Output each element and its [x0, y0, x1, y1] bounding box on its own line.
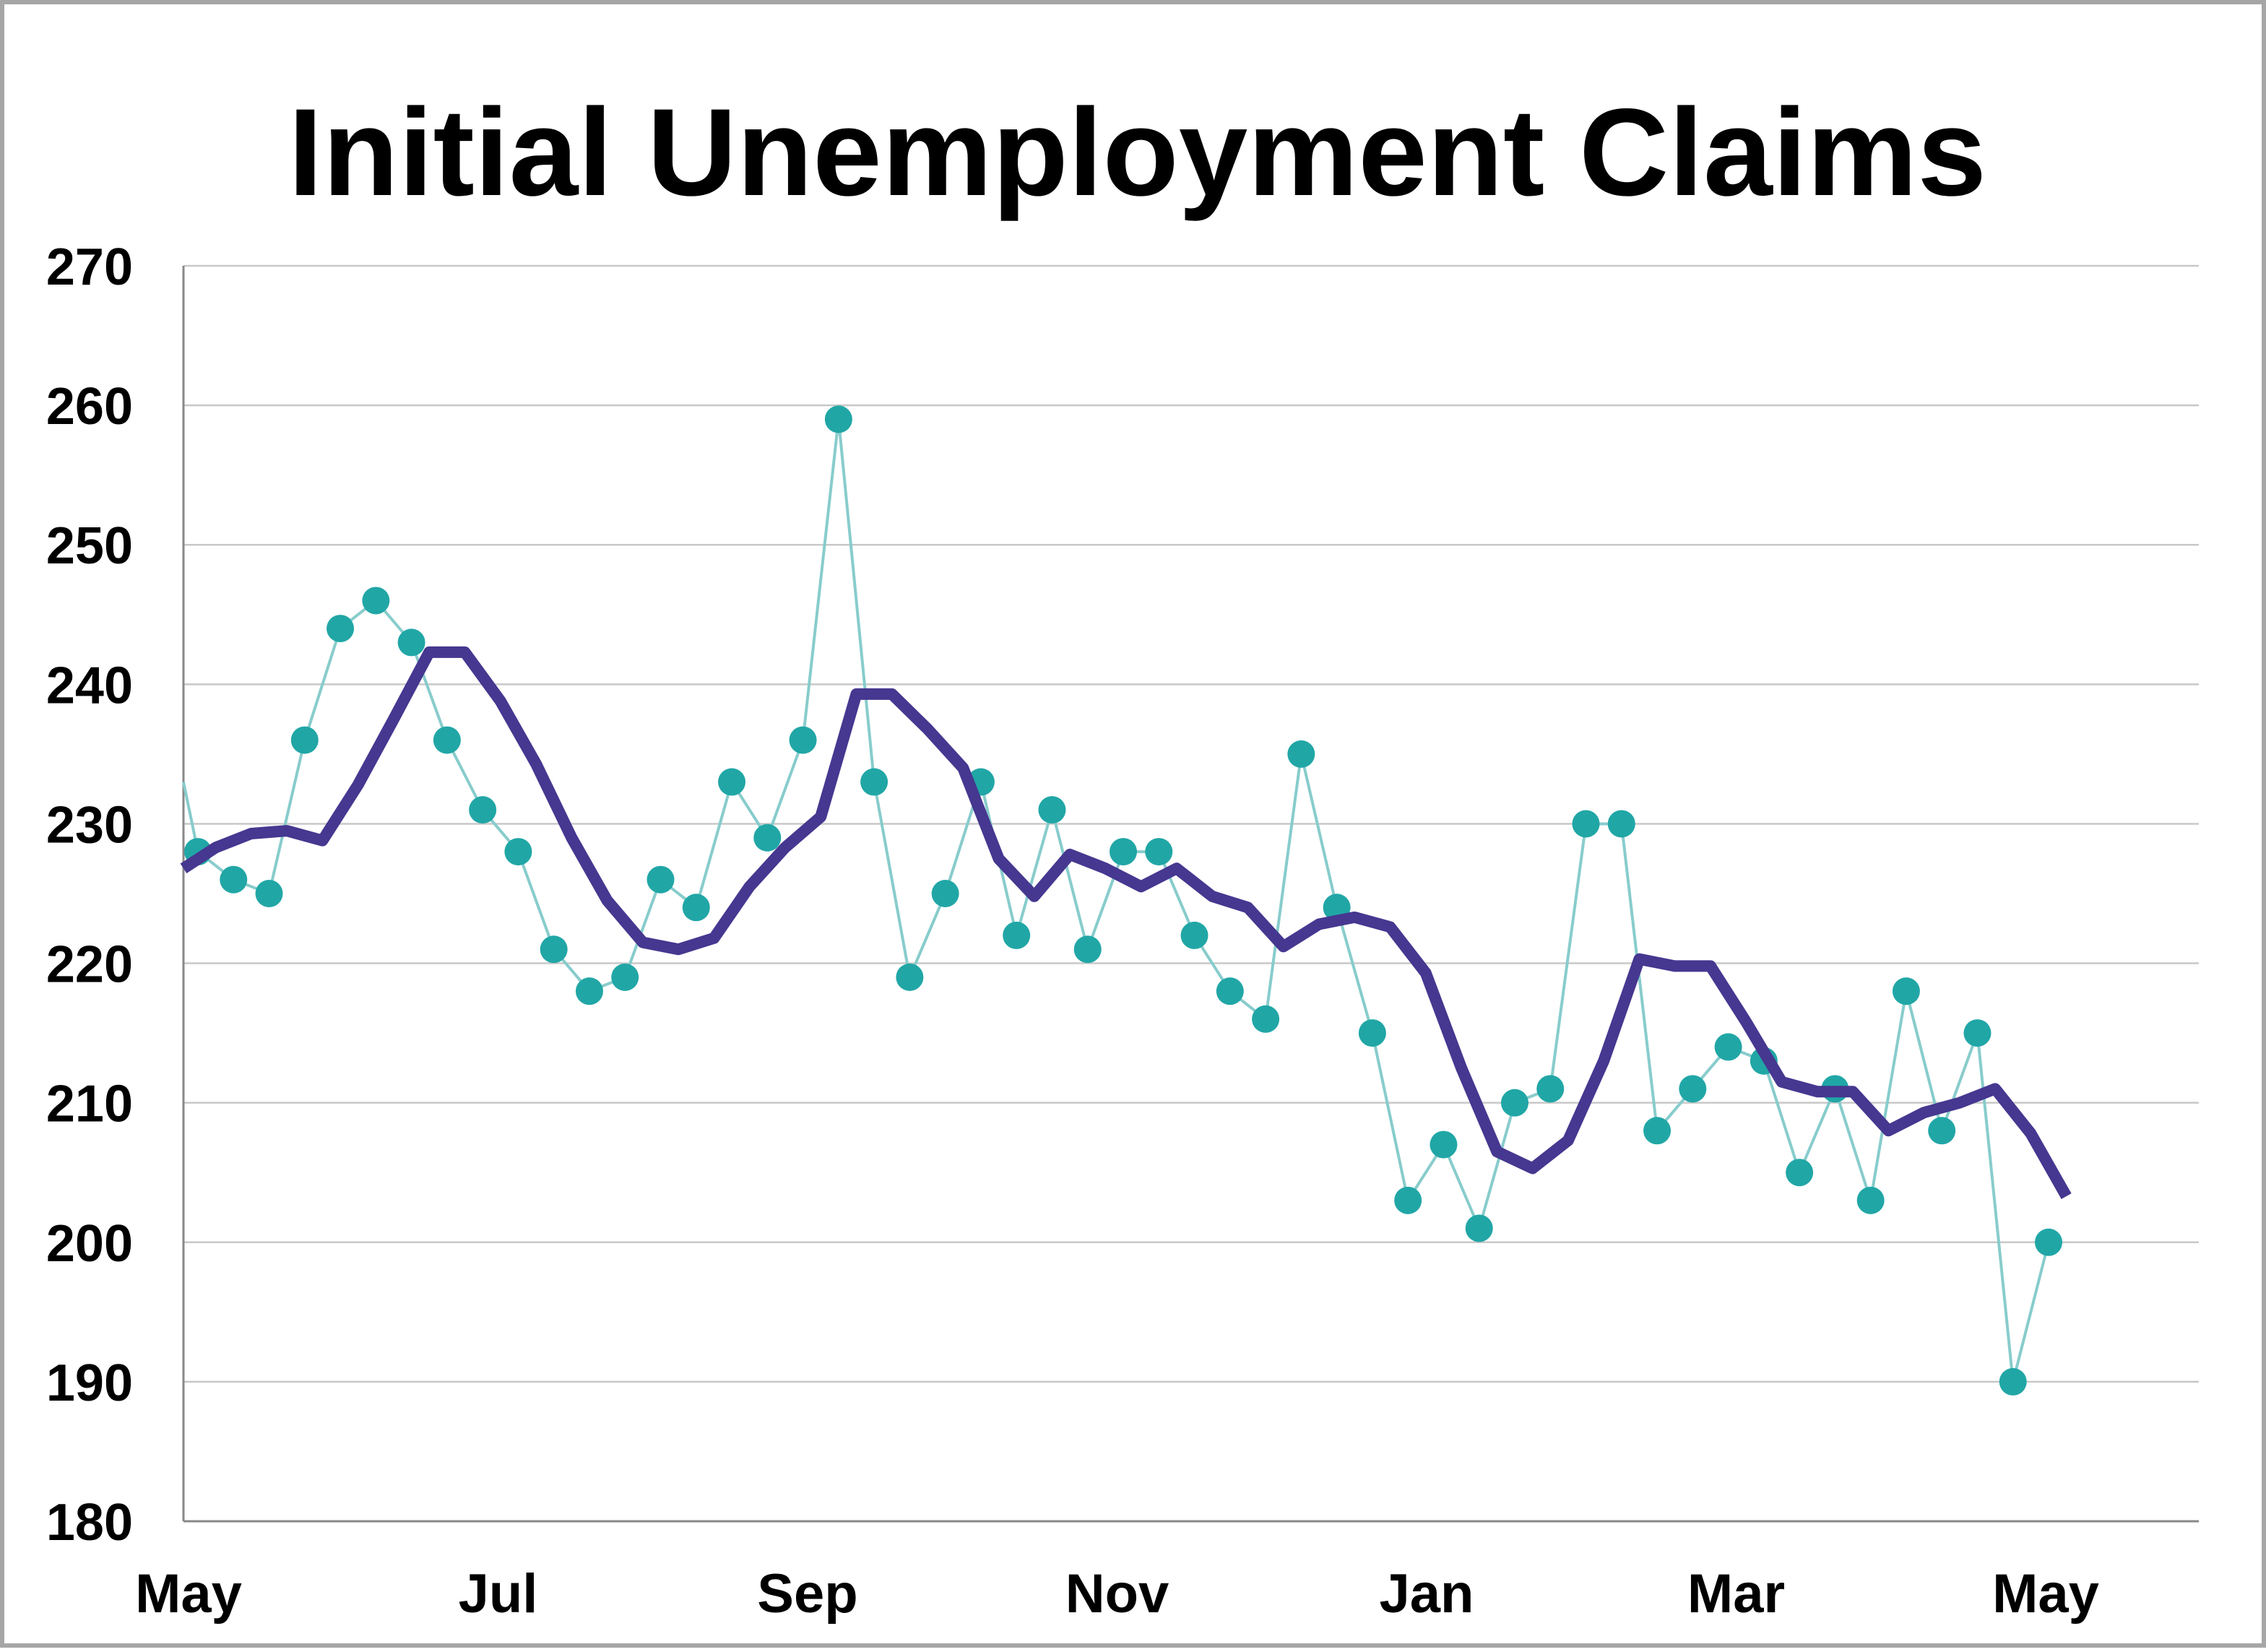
x-tick-label-1: Jul — [459, 1563, 538, 1625]
weekly-claims-point — [646, 865, 675, 894]
y-tick-label-250: 250 — [46, 517, 133, 575]
moving-average-series — [180, 646, 2072, 1199]
weekly-claims-point — [1963, 1019, 1992, 1047]
weekly-claims-point — [504, 838, 532, 866]
y-tick-label-180: 180 — [46, 1494, 133, 1552]
weekly-claims-point — [1786, 1159, 1814, 1187]
y-tick-label-210: 210 — [46, 1076, 133, 1133]
weekly-claims-point — [1003, 921, 1031, 949]
y-tick-label-190: 190 — [46, 1354, 133, 1412]
axes — [182, 266, 2199, 1523]
weekly-claims-point — [1110, 838, 1137, 866]
weekly-claims-point — [1180, 921, 1208, 949]
weekly-claims-line — [182, 418, 2050, 1383]
x-tick-label-2: Sep — [757, 1563, 857, 1625]
weekly-claims-point — [469, 796, 497, 824]
weekly-claims-point — [540, 935, 568, 964]
x-tick-label-5: Mar — [1687, 1563, 1785, 1625]
weekly-claims-point — [753, 823, 782, 852]
weekly-claims-point — [824, 405, 852, 433]
weekly-claims-point — [896, 963, 924, 991]
x-tick-label-4: Jan — [1380, 1563, 1474, 1625]
weekly-claims-series — [182, 405, 2062, 1396]
x-tick-label-0: May — [135, 1563, 242, 1625]
weekly-claims-point — [2035, 1228, 2062, 1256]
plot-area: 180 190 200 210 220 230 240 250 260 270 May Jul Sep… — [46, 238, 2199, 1625]
weekly-claims-point — [362, 587, 390, 615]
weekly-claims-point — [611, 963, 639, 991]
weekly-claims-point — [1145, 838, 1173, 866]
weekly-claims-point — [575, 977, 603, 1006]
chart-title: Initial Unemployment Claims — [287, 83, 1987, 222]
y-tick-label-260: 260 — [46, 378, 133, 436]
y-tick-label-270: 270 — [46, 238, 133, 296]
x-tick-label-3: Nov — [1065, 1563, 1169, 1625]
y-tick-label-200: 200 — [46, 1215, 133, 1273]
weekly-claims-point — [1465, 1214, 1493, 1242]
weekly-claims-point — [789, 726, 817, 754]
weekly-claims-point — [860, 768, 888, 796]
weekly-claims-point — [397, 628, 425, 657]
weekly-claims-point — [1073, 935, 1102, 964]
weekly-claims-point — [1216, 977, 1244, 1006]
weekly-claims-point — [1500, 1089, 1528, 1117]
weekly-claims-point — [1607, 810, 1635, 838]
weekly-claims-point — [1287, 740, 1315, 768]
weekly-claims-point — [1572, 810, 1600, 838]
x-tick-label-6: May — [1992, 1563, 2099, 1625]
weekly-claims-point — [327, 615, 355, 643]
weekly-claims-point — [1038, 796, 1066, 824]
weekly-claims-point — [1358, 1019, 1386, 1047]
weekly-claims-point — [433, 726, 461, 754]
weekly-claims-point — [1714, 1033, 1742, 1061]
gridlines — [183, 264, 2199, 1383]
weekly-claims-point — [682, 894, 710, 922]
weekly-claims-point — [1394, 1186, 1422, 1214]
weekly-claims-point — [718, 768, 746, 796]
weekly-claims-point — [255, 880, 283, 907]
weekly-claims-point — [1252, 1005, 1280, 1033]
moving-average-line — [180, 646, 2072, 1199]
weekly-claims-point — [1892, 977, 1920, 1006]
y-tick-label-220: 220 — [46, 936, 133, 994]
weekly-claims-point — [1928, 1117, 1956, 1145]
weekly-claims-point — [290, 726, 319, 754]
x-tick-labels: May Jul Sep Nov Jan Mar May — [135, 1563, 2099, 1625]
weekly-claims-point — [1679, 1075, 1707, 1103]
weekly-claims-point — [1999, 1367, 2027, 1396]
weekly-claims-point — [931, 880, 959, 907]
y-tick-label-230: 230 — [46, 796, 133, 854]
y-tick-label-240: 240 — [46, 657, 133, 714]
weekly-claims-point — [220, 865, 248, 894]
weekly-claims-point — [1430, 1130, 1458, 1159]
weekly-claims-point — [1536, 1075, 1565, 1103]
weekly-claims-point — [1643, 1117, 1672, 1145]
y-tick-labels: 180 190 200 210 220 230 240 250 260 270 — [46, 238, 133, 1552]
weekly-claims-point — [1856, 1186, 1885, 1214]
